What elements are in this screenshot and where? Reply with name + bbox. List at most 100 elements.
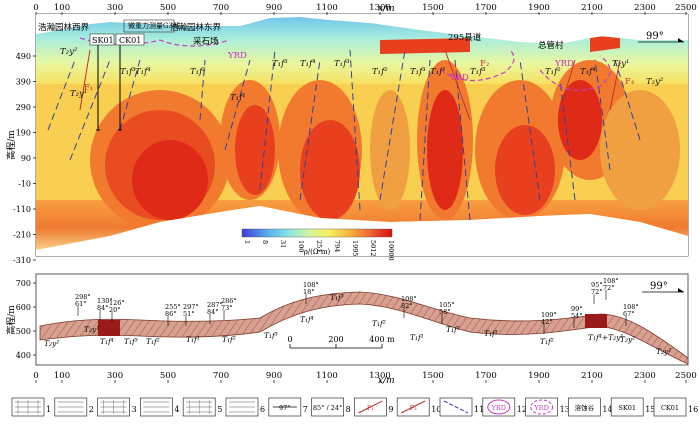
y-tick-label: 600 — [16, 303, 31, 312]
x-tick-label: 2500 — [675, 3, 697, 13]
sk01-box — [89, 33, 115, 46]
attitude-mark: 255°86° — [165, 303, 181, 326]
legend-symbol-label: YRD — [491, 404, 506, 412]
legend-karst-ellipse — [487, 399, 511, 415]
bottom-unit-label: T₂y² — [620, 335, 635, 344]
legend-item: 溶蚀谷 14 — [568, 397, 613, 417]
unit-label: T₁f³ — [120, 67, 136, 77]
unit-label: T₁f⁴ — [135, 67, 151, 77]
y-tick-label: -10 — [18, 180, 31, 189]
unit-label: T₁f² — [190, 67, 206, 77]
legend-number: 10 — [431, 405, 441, 414]
legend-item: CK01 16 — [653, 397, 698, 417]
unit-label: T₁f³ — [470, 67, 486, 77]
y-tick-label: -110 — [13, 205, 31, 214]
x-tick-label: 2300 — [634, 371, 656, 381]
karst-boundaries — [79, 37, 611, 92]
legend-karst-ellipse — [530, 399, 554, 415]
attitude-mark: 287°84° — [207, 301, 223, 324]
legend-symbol-label: 97° — [279, 404, 291, 412]
attitude-dip: 84° — [97, 304, 109, 312]
legend-item: 2 — [54, 397, 94, 417]
legend-number: 7 — [303, 405, 308, 414]
attitude-mark: 108°72° — [603, 277, 619, 300]
bottom-unit-label: T₁f¹ — [186, 335, 200, 344]
contact-lines — [47, 49, 641, 221]
attitude-dip: 67° — [623, 310, 635, 318]
attitude-azimuth: 105° — [439, 301, 455, 309]
x-tick-label: 0 — [33, 3, 38, 13]
fault-label: F₁ — [84, 83, 93, 93]
legend-number: 15 — [645, 405, 655, 414]
unit-label: T₁f¹ — [230, 93, 246, 103]
legend-symbol-label: 溶蚀谷 — [575, 403, 595, 412]
bottom-unit-label: T₁f² — [222, 335, 236, 344]
colorbar-tick: 5012 — [369, 240, 377, 257]
attitude-mark: 105°58° — [439, 301, 455, 324]
y-tick-label: 500 — [16, 327, 31, 336]
unit-label: T₂y¹ — [70, 89, 87, 99]
ck01-box — [115, 33, 145, 46]
attitude-mark: 95°72° — [591, 281, 603, 304]
legend-item: YRD 13 — [525, 397, 570, 417]
legend-item: 4 — [140, 397, 179, 417]
attitude-dip: 72° — [591, 288, 603, 296]
unit-label: T₂y² — [646, 77, 664, 87]
fault-lines — [79, 49, 621, 121]
x-tick-label: 1300 — [369, 3, 391, 13]
yrd-labels: YRD YRD YRD — [227, 51, 574, 83]
attitude-azimuth: 108° — [401, 295, 417, 303]
bottom-unit-label: T₁f² — [540, 337, 554, 346]
scale-tick: 400 m — [369, 335, 395, 344]
legend-number: 13 — [560, 405, 570, 414]
attitude-mark: 99°54° — [571, 305, 583, 328]
attitude-dip: 61° — [75, 300, 87, 308]
gravity-line-box — [123, 19, 175, 33]
azimuth-indicator-bottom: 99° — [642, 281, 684, 293]
legend-item: F₂ 10 — [396, 397, 441, 417]
attitude-mark: 126°20° — [109, 299, 125, 322]
unit-label: T₁f¹ — [430, 67, 446, 77]
attitude-dip: 58° — [439, 308, 451, 316]
legend-item: 6 — [225, 397, 265, 417]
x-tick-label: 1500 — [422, 3, 444, 13]
well-label-ck01: CK01 — [119, 36, 141, 45]
legend-number: 2 — [89, 405, 94, 414]
x-tick-label: 1500 — [422, 371, 444, 381]
legend-fault-line — [400, 400, 426, 414]
place-label: 浩瀚园林东界 — [170, 22, 222, 33]
attitude-dip: 72° — [603, 284, 615, 292]
attitude-dip: 84° — [207, 308, 219, 316]
bottom-unit-label: T₁f³ — [124, 337, 138, 346]
bottom-unit-label: T₁f⁴ — [300, 315, 314, 324]
attitude-azimuth: 126° — [109, 299, 125, 307]
attitude-azimuth: 298° — [75, 293, 91, 301]
y-tick-label: 190 — [16, 129, 31, 138]
colorbar-tick: 794 — [333, 240, 341, 252]
y-tick-label: 290 — [16, 103, 31, 112]
colorbar-tick: 1995 — [351, 240, 359, 257]
legend-number: 11 — [474, 405, 484, 414]
fault-label: F₃ — [580, 85, 589, 95]
fault-label: F₂ — [480, 59, 489, 69]
azimuth-indicator-top: 99° — [638, 31, 684, 43]
attitude-mark: 108°18° — [303, 281, 319, 304]
x-tick-label: 1300 — [369, 371, 391, 381]
bottom-unit-label: T₁f¹ — [484, 329, 498, 338]
x-tick-label: 2300 — [634, 3, 656, 13]
fault-labels: F₁ F₂ F₃ F₄ — [84, 59, 635, 95]
attitude-dip: 73° — [221, 304, 233, 312]
y-tick-label: 390 — [16, 78, 31, 87]
attitude-azimuth: 108° — [603, 277, 619, 285]
x-tick-label: 1900 — [528, 371, 550, 381]
scale-tick: 200 — [328, 335, 343, 344]
legend-item: 5 — [182, 397, 222, 417]
geologic-section: 0 100 300 500 700 900 1100 1300 1500 1700 1900 2100… — [5, 273, 697, 386]
colorbar-tick: 251 — [315, 240, 323, 252]
x-tick-label: 2100 — [581, 371, 603, 381]
azimuth-label: 99° — [650, 281, 668, 292]
attitude-mark: 286°73° — [221, 297, 237, 320]
legend-number: 1 — [46, 405, 51, 414]
attitude-mark: 108°67° — [623, 303, 639, 326]
